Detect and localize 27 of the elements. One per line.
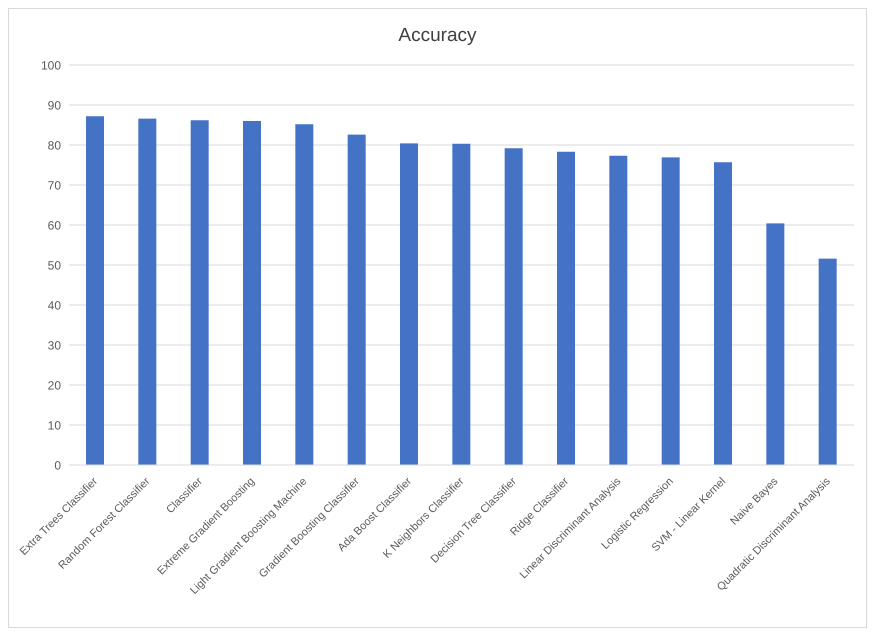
- y-tick-label: 70: [48, 178, 62, 192]
- bar: [766, 223, 784, 465]
- bar: [714, 162, 732, 465]
- chart-title: Accuracy: [397, 24, 478, 48]
- bar: [452, 144, 470, 465]
- y-tick-label: 0: [54, 458, 62, 472]
- y-tick-label: 80: [48, 138, 62, 152]
- bar: [557, 152, 575, 465]
- bar: [504, 148, 523, 465]
- y-tick-label: 60: [48, 218, 62, 232]
- y-tick-label: 30: [48, 338, 62, 352]
- bar: [662, 157, 680, 465]
- bar: [348, 134, 366, 465]
- y-tick-label: 20: [48, 378, 62, 392]
- bar: [400, 143, 418, 465]
- bar: [86, 116, 104, 465]
- y-tick-label: 100: [40, 58, 62, 72]
- bar: [138, 118, 156, 465]
- bar: [295, 124, 314, 465]
- bar: [609, 156, 628, 465]
- y-tick-label: 40: [48, 298, 62, 312]
- y-tick-label: 90: [48, 98, 62, 112]
- bar: [243, 121, 261, 465]
- bar: [818, 258, 837, 465]
- bar: [190, 120, 209, 465]
- y-tick-label: 50: [48, 258, 62, 272]
- y-tick-label: 10: [48, 418, 62, 432]
